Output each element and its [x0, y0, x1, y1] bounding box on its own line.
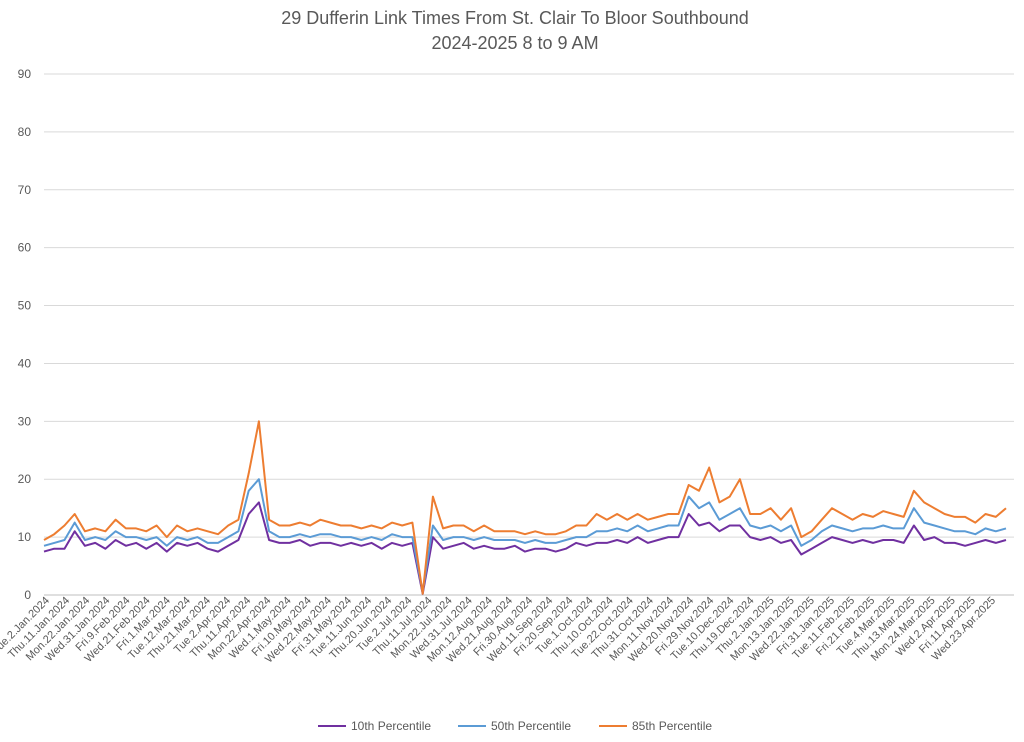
y-tick-label: 40: [18, 356, 32, 370]
legend-label: 85th Percentile: [632, 719, 712, 733]
legend-label: 50th Percentile: [491, 719, 571, 733]
legend-label: 10th Percentile: [351, 719, 431, 733]
series-line-85th-percentile: [43, 420, 1007, 595]
gridlines: [44, 73, 1014, 596]
y-tick-label: 90: [18, 67, 32, 81]
y-tick-label: 20: [18, 472, 32, 486]
legend: 10th Percentile 50th Percentile 85th Perce…: [318, 719, 712, 733]
x-axis-ticks: Tue.2.Jan.2024Thu.11.Jan.2024Mon.22.Jan.…: [0, 595, 998, 666]
y-tick-label: 80: [18, 125, 32, 139]
y-tick-label: 10: [18, 530, 32, 544]
y-tick-label: 30: [18, 414, 32, 428]
series-line-50th-percentile: [43, 478, 1007, 594]
y-tick-label: 70: [18, 183, 32, 197]
y-tick-label: 60: [18, 241, 32, 255]
chart-title: 29 Dufferin Link Times From St. Clair To…: [281, 8, 749, 28]
series-line-10th-percentile: [43, 501, 1007, 595]
y-axis-ticks: 0 10 20 30 40 50 60 70 80 90: [18, 67, 32, 602]
chart-subtitle: 2024-2025 8 to 9 AM: [431, 33, 598, 53]
series-lines: [43, 420, 1007, 595]
y-tick-label: 0: [24, 588, 31, 602]
y-tick-label: 50: [18, 299, 32, 313]
